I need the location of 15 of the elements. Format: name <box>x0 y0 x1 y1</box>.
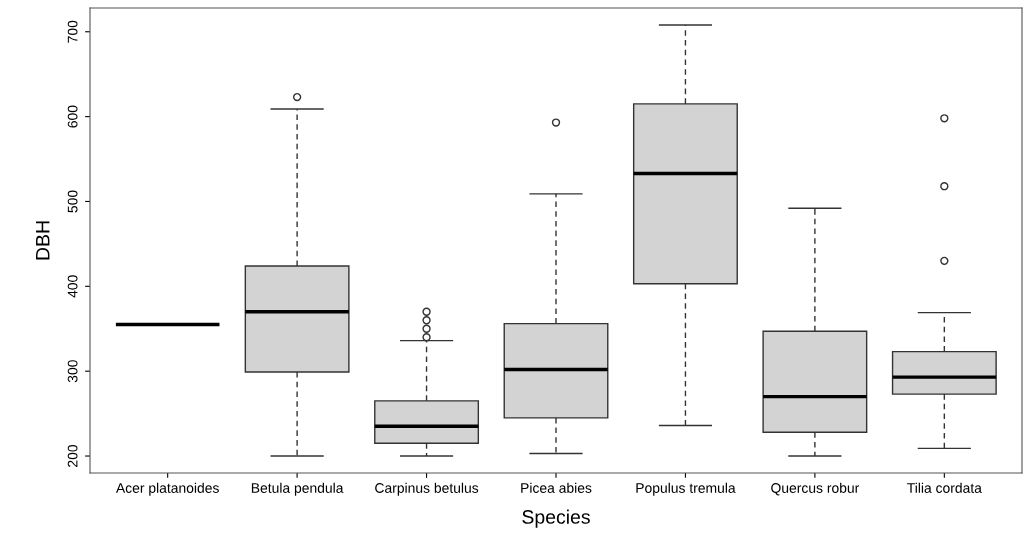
x-axis-title: Species <box>522 509 590 528</box>
x-tick-label: Betula pendula <box>251 482 344 496</box>
x-tick-label: Populus tremula <box>636 482 736 496</box>
y-tick-label: 400 <box>67 275 78 298</box>
y-tick-label: 600 <box>67 105 78 128</box>
y-tick-label: 300 <box>67 360 78 383</box>
y-tick-label: 200 <box>67 444 78 467</box>
x-tick-label: Quercus robur <box>771 482 860 496</box>
x-tick-label: Picea abies <box>521 482 592 493</box>
y-tick-label: 500 <box>67 190 78 213</box>
y-axis-title: DBH <box>36 221 50 260</box>
x-tick-label: Acer platanoides <box>115 482 219 496</box>
y-tick-label: 700 <box>67 20 78 43</box>
x-tick-label: Carpinus betulus <box>375 482 479 496</box>
x-tick-label: Tilia cordata <box>907 482 982 493</box>
